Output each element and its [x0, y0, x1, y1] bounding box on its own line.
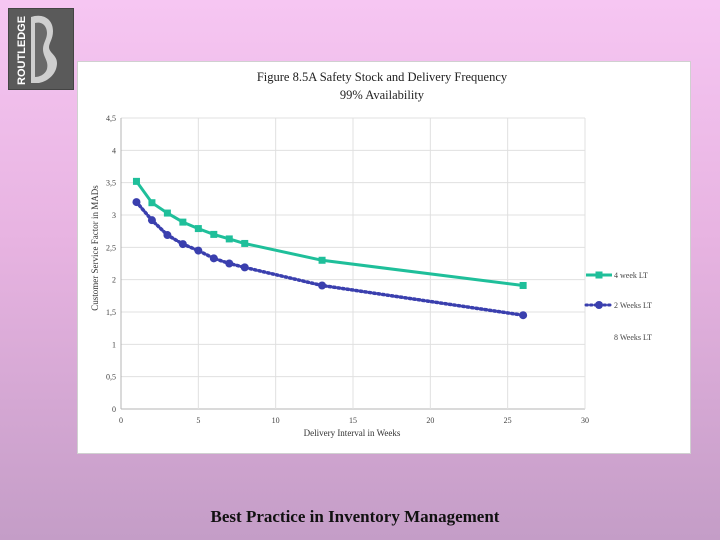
- series-line: [134, 200, 525, 317]
- data-point: [240, 263, 249, 272]
- routledge-logo: ROUTLEDGE: [8, 8, 74, 90]
- data-point: [318, 281, 327, 290]
- logo-text: ROUTLEDGE: [16, 16, 28, 85]
- y-tick-label: 0,5: [106, 373, 116, 382]
- legend-marker: [595, 301, 603, 309]
- footer-title: Best Practice in Inventory Management: [210, 507, 500, 526]
- series-line: [135, 180, 524, 287]
- axis-layer: 0 0,5 1 1,5 2 2,5 3 3,5 4 4,5 0 5 10 15 20 25 30: [106, 114, 589, 425]
- data-point: [225, 235, 233, 243]
- x-tick-label: 15: [349, 416, 357, 425]
- y-tick-label: 3: [112, 211, 116, 220]
- data-point: [241, 239, 249, 247]
- legend-label: 8 Weeks LT: [614, 333, 652, 342]
- data-point: [163, 209, 171, 217]
- y-tick-label: 2,5: [106, 243, 116, 252]
- data-point: [519, 311, 528, 320]
- y-tick-label: 1,5: [106, 308, 116, 317]
- data-point: [209, 254, 218, 263]
- y-tick-label: 1: [112, 340, 116, 349]
- legend-label: 2 Weeks LT: [614, 301, 652, 310]
- data-point: [194, 246, 203, 255]
- data-point: [194, 225, 202, 233]
- chart-panel: Figure 8.5A Safety Stock and Delivery Fr…: [77, 61, 691, 454]
- x-tick-label: 25: [504, 416, 512, 425]
- y-tick-label: 4,5: [106, 114, 116, 123]
- y-tick-label: 3,5: [106, 179, 116, 188]
- y-tick-label: 0: [112, 405, 116, 414]
- x-axis-label: Delivery Interval in Weeks: [304, 428, 401, 438]
- face-profile-inner-shape: [35, 22, 48, 77]
- y-tick-label: 4: [112, 146, 116, 155]
- y-axis-label: Customer Service Factor in MADs: [90, 185, 100, 311]
- grid-layer: [120, 117, 586, 410]
- x-tick-label: 30: [581, 416, 589, 425]
- legend: 4 week LT 2 Weeks LT 8 Weeks LT: [584, 271, 652, 342]
- data-point: [210, 230, 218, 238]
- legend-marker: [595, 271, 603, 279]
- data-point: [178, 240, 187, 249]
- y-tick-label: 2: [112, 276, 116, 285]
- data-point: [148, 199, 156, 207]
- data-point: [225, 259, 234, 268]
- data-point: [318, 256, 326, 264]
- data-point: [147, 216, 156, 225]
- data-point: [132, 198, 141, 207]
- x-tick-label: 5: [196, 416, 200, 425]
- line-chart: Figure 8.5A Safety Stock and Delivery Fr…: [90, 70, 652, 438]
- legend-label: 4 week LT: [614, 271, 648, 280]
- x-tick-label: 0: [119, 416, 123, 425]
- x-tick-label: 20: [426, 416, 434, 425]
- data-point: [163, 231, 172, 240]
- data-point: [519, 281, 527, 289]
- data-point: [179, 218, 187, 226]
- data-point: [132, 177, 140, 185]
- chart-subtitle: 99% Availability: [340, 88, 425, 102]
- x-tick-label: 10: [272, 416, 280, 425]
- chart-title: Figure 8.5A Safety Stock and Delivery Fr…: [257, 70, 508, 84]
- series-layer: [132, 177, 528, 320]
